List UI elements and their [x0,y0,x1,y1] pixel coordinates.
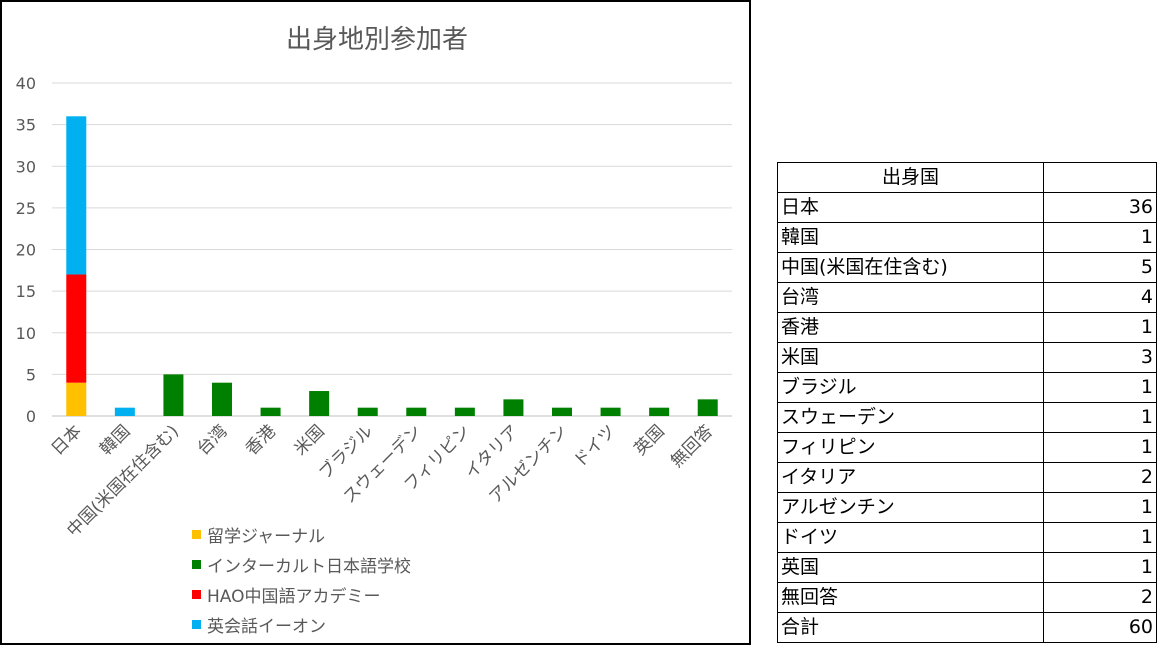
table-row: 中国(米国在住含む) 5 [777,252,1157,283]
legend-swatch [192,589,201,599]
country-name-cell: フィリピン [777,432,1044,463]
x-tick-label: 韓国 [96,421,134,459]
legend-item: インターカルト日本語学校 [192,549,411,579]
table-row: 韓国 1 [777,222,1157,253]
count-cell: 1 [1043,492,1157,523]
y-tick-label: 5 [26,365,36,384]
bar-segment [697,399,718,416]
count-cell: 1 [1043,552,1157,583]
count-cell: 1 [1043,432,1157,463]
bar-segment [212,382,232,416]
chart-title: 出身地別参加者 [286,25,468,55]
y-tick-label: 25 [16,199,36,218]
count-cell: 1 [1043,402,1157,433]
country-name-cell: アルゼンチン [777,492,1044,523]
table-row: スウェーデン 1 [777,402,1157,433]
bar-segment [454,407,475,416]
bar-segment [66,382,87,416]
x-tick-label: ドイツ [570,421,620,471]
country-name-cell: 日本 [777,192,1044,223]
origin-count-table: 出身国 日本 36 韓国 1 中国(米国在住含む) 5 台湾 4 香港 1 米国 3 ブラジル 1 スウェー… [777,162,1157,643]
bar-segment [309,391,330,416]
legend-item: HAO中国語アカデミー [192,579,411,609]
bar-segment [260,407,281,416]
x-tick-label: 台湾 [193,421,231,459]
legend-swatch [192,619,201,629]
table-row: ブラジル 1 [777,372,1157,403]
count-cell: 3 [1043,342,1157,373]
y-tick-label: 35 [16,116,36,135]
bar-segment [357,407,378,416]
table-row: 英国 1 [777,552,1157,583]
bar-segment [649,407,670,416]
legend-swatch [192,529,201,539]
bar-segment [66,116,87,275]
x-tick-label: 香港 [242,421,280,459]
table-row: フィリピン 1 [777,432,1157,463]
count-cell: 1 [1043,312,1157,343]
table-header-count [1043,162,1157,193]
bar-segment [163,374,184,416]
country-name-cell: 英国 [777,552,1044,583]
table-row: アルゼンチン 1 [777,492,1157,523]
table-header-country: 出身国 [777,162,1044,193]
x-tick-label: 無回答 [667,421,717,471]
table-row: 米国 3 [777,342,1157,373]
x-tick-label: 英国 [630,421,668,459]
table-row: 無回答 2 [777,582,1157,613]
table-row: ドイツ 1 [777,522,1157,553]
chart-container: 出身地別参加者 0 5 10 15 20 25 30 35 40 日本 韓国 中国(米国在住含む) 台湾香… [0,0,751,645]
y-tick-label: 20 [16,241,36,260]
country-name-cell: 香港 [777,312,1044,343]
country-name-cell: ドイツ [777,522,1044,553]
y-tick-label: 30 [16,157,36,176]
count-cell: 1 [1043,522,1157,553]
legend-label: インターカルト日本語学校 [207,556,411,577]
count-cell: 2 [1043,582,1157,613]
country-name-cell: 台湾 [777,282,1044,313]
country-name-cell: 無回答 [777,582,1044,613]
table-row: 台湾 4 [777,282,1157,313]
count-cell: 5 [1043,252,1157,283]
bar-segment [114,407,135,416]
bar-segment [406,407,427,416]
legend-label: HAO中国語アカデミー [207,586,381,607]
country-name-cell: 中国(米国在住含む) [777,252,1044,283]
table-total-row: 合計 60 [777,612,1157,643]
legend-label: 留学ジャーナル [207,526,326,547]
country-name-cell: イタリア [777,462,1044,493]
table-header-row: 出身国 [777,162,1157,193]
y-tick-label: 40 [16,74,36,93]
stacked-bar-chart: 出身地別参加者0510152025303540日本 韓国中国(米国在住含む) 台湾香… [16,25,732,541]
legend-label: 英会話イーオン [207,616,326,637]
country-name-cell: 合計 [777,612,1044,643]
legend-item: 英会話イーオン [192,609,411,639]
bar-segment [503,399,524,416]
bar-segment [66,274,87,383]
count-cell: 2 [1043,462,1157,493]
country-name-cell: ブラジル [777,372,1044,403]
x-tick-label: 日本 [48,421,86,459]
legend-item: 留学ジャーナル [192,519,411,549]
bar-segment [600,407,621,416]
table-row: 香港 1 [777,312,1157,343]
y-tick-label: 15 [16,282,36,301]
table-row: 日本 36 [777,192,1157,223]
country-name-cell: 米国 [777,342,1044,373]
table-row: イタリア 2 [777,462,1157,493]
y-tick-label: 0 [26,407,36,426]
count-cell: 1 [1043,222,1157,253]
country-name-cell: スウェーデン [777,402,1044,433]
chart-legend: 留学ジャーナルインターカルト日本語学校 HAO中国語アカデミー 英会話イーオン [192,519,411,639]
count-cell: 60 [1043,612,1157,643]
count-cell: 1 [1043,372,1157,403]
count-cell: 4 [1043,282,1157,313]
y-tick-label: 10 [16,324,36,343]
legend-swatch [192,559,201,569]
count-cell: 36 [1043,192,1157,223]
country-name-cell: 韓国 [777,222,1044,253]
bar-segment [552,407,572,416]
x-tick-label: 米国 [290,421,328,459]
